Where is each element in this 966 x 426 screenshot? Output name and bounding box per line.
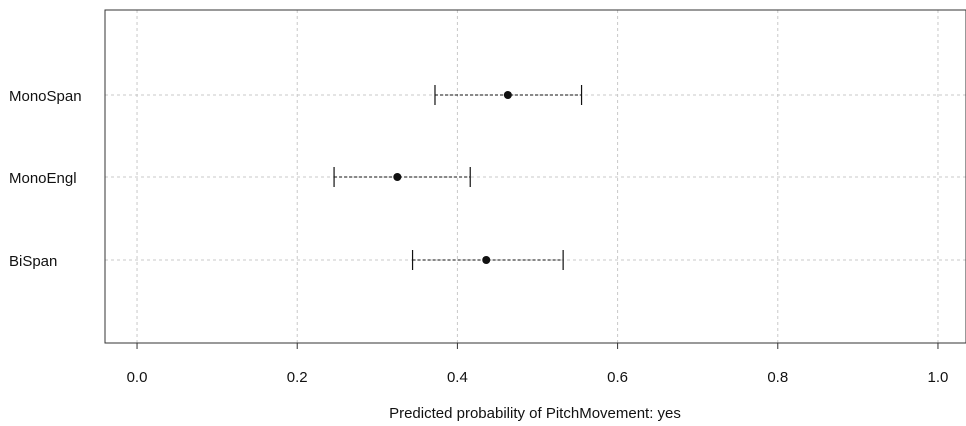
x-axis-title: Predicted probability of PitchMovement: … bbox=[389, 405, 681, 422]
category-label: MonoEngl bbox=[9, 170, 77, 187]
plot-frame bbox=[104, 9, 966, 344]
confidence-intervals bbox=[333, 85, 583, 270]
x-tick-label: 0.6 bbox=[607, 369, 628, 386]
estimate-point bbox=[393, 173, 402, 181]
category-label: MonoSpan bbox=[9, 88, 82, 105]
category-label: BiSpan bbox=[9, 253, 57, 270]
x-tick-label: 0.8 bbox=[767, 369, 788, 386]
x-tick-label: 0.2 bbox=[287, 369, 308, 386]
estimate-point bbox=[482, 256, 491, 264]
x-tick-label: 0.4 bbox=[447, 369, 468, 386]
x-tick-label: 0.0 bbox=[127, 369, 148, 386]
x-tick-labels: 0.0 0.2 0.4 0.6 0.8 1.0 bbox=[127, 343, 949, 386]
grid-lines bbox=[105, 10, 966, 343]
category-labels: MonoSpan MonoEngl BiSpan bbox=[9, 88, 82, 270]
estimate-point bbox=[503, 91, 512, 99]
x-tick-label: 1.0 bbox=[928, 369, 949, 386]
